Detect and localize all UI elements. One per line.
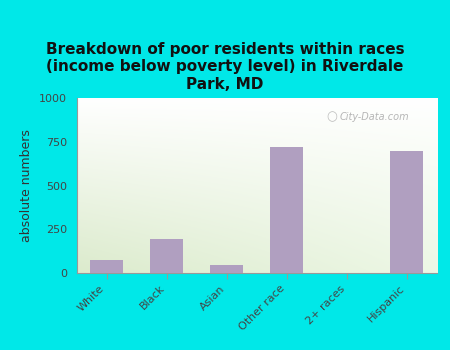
Bar — [210, 265, 243, 273]
Bar — [390, 151, 423, 273]
Bar — [90, 260, 123, 273]
Bar — [150, 239, 183, 273]
Text: Breakdown of poor residents within races
(income below poverty level) in Riverda: Breakdown of poor residents within races… — [46, 42, 404, 92]
Y-axis label: absolute numbers: absolute numbers — [20, 129, 33, 242]
Text: ○: ○ — [327, 110, 338, 123]
Text: City-Data.com: City-Data.com — [339, 112, 409, 122]
Bar — [270, 147, 303, 273]
